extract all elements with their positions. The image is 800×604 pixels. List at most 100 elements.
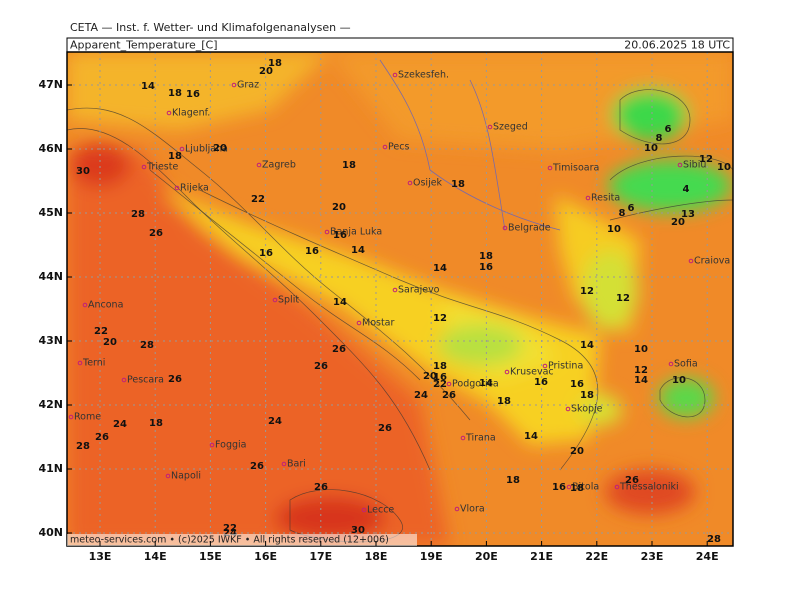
city-marker bbox=[272, 297, 278, 303]
city-name: Bitola bbox=[572, 482, 599, 493]
contour-label: 16 bbox=[305, 246, 319, 257]
city-marker bbox=[542, 363, 548, 369]
city-marker bbox=[392, 287, 398, 293]
city-marker bbox=[68, 414, 74, 420]
contour-label: 26 bbox=[314, 361, 328, 372]
lon-label: 17E bbox=[309, 550, 332, 563]
city-name: Terni bbox=[82, 358, 105, 369]
city-name: Ancona bbox=[88, 300, 123, 311]
city-name: Klagenf. bbox=[172, 108, 210, 119]
city-marker bbox=[361, 507, 367, 513]
city-marker bbox=[454, 506, 460, 512]
contour-label: 18 bbox=[268, 58, 282, 69]
lon-label: 13E bbox=[89, 550, 112, 563]
contour-label: 26 bbox=[250, 461, 264, 472]
lon-label: 20E bbox=[475, 550, 498, 563]
city-name: Napoli bbox=[171, 471, 201, 482]
contour-label: 14 bbox=[333, 297, 347, 308]
contour-label: 14 bbox=[351, 245, 365, 256]
contour-label: 18 bbox=[168, 88, 182, 99]
contour-label: 14 bbox=[141, 81, 155, 92]
lon-label: 18E bbox=[365, 550, 388, 563]
contour-label: 6 bbox=[628, 203, 635, 214]
contour-label: 18 bbox=[168, 151, 182, 162]
contour-label: 26 bbox=[168, 374, 182, 385]
lon-label: 23E bbox=[641, 550, 664, 563]
city-name: Trieste bbox=[146, 162, 178, 173]
city-marker bbox=[356, 320, 362, 326]
lon-label: 22E bbox=[585, 550, 608, 563]
city-marker bbox=[487, 124, 493, 130]
contour-label: 26 bbox=[95, 432, 109, 443]
contour-label: 18 bbox=[149, 418, 163, 429]
city-name: Skopje bbox=[571, 404, 603, 415]
contour-label: 24 bbox=[414, 390, 428, 401]
contour-label: 18 bbox=[580, 390, 594, 401]
contour-label: 26 bbox=[149, 228, 163, 239]
lat-label: 44N bbox=[38, 270, 63, 283]
city-name: Sibiu bbox=[683, 160, 706, 171]
contour-label: 24 bbox=[223, 528, 237, 539]
contour-label: 20 bbox=[259, 66, 273, 77]
contour-label: 14 bbox=[524, 431, 538, 442]
footer: meteo-services.com • (c)2025 IWKF • All … bbox=[70, 535, 389, 546]
city-name: Osijek bbox=[413, 178, 443, 189]
contour-label: 12 bbox=[433, 313, 447, 324]
contour-label: 22 bbox=[433, 379, 447, 390]
city-name: Mostar bbox=[362, 318, 395, 329]
contour-label: 10 bbox=[607, 224, 621, 235]
lon-label: 24E bbox=[696, 550, 719, 563]
city-marker bbox=[82, 302, 88, 308]
contour-label: 22 bbox=[94, 326, 108, 337]
contour-label: 12 bbox=[699, 154, 713, 165]
contour-label: 18 bbox=[479, 251, 493, 262]
lat-label: 43N bbox=[38, 334, 63, 347]
contour-label: 16 bbox=[433, 372, 447, 383]
contour-label: 20 bbox=[332, 202, 346, 213]
city-marker bbox=[688, 258, 694, 264]
contour-label: 16 bbox=[479, 262, 493, 273]
contour-label: 30 bbox=[76, 166, 90, 177]
city-marker bbox=[502, 225, 508, 231]
contour-label: 20 bbox=[213, 143, 227, 154]
city-name: Vlora bbox=[460, 504, 485, 515]
city-name: Bari bbox=[287, 459, 306, 470]
contour-label: 8 bbox=[656, 133, 663, 144]
city-marker bbox=[77, 360, 83, 366]
city-name: Pecs bbox=[388, 142, 409, 153]
city-marker bbox=[165, 473, 171, 479]
city-name: Krusevac bbox=[510, 367, 554, 378]
city-name: Sofia bbox=[674, 359, 698, 370]
city-marker bbox=[209, 442, 215, 448]
city-name: Lecce bbox=[367, 505, 394, 516]
city-marker bbox=[566, 484, 572, 490]
contour-label: 13 bbox=[681, 209, 695, 220]
contour-label: 30 bbox=[351, 525, 365, 536]
contour-label: 24 bbox=[113, 419, 127, 430]
river bbox=[379, 59, 561, 231]
city-marker bbox=[166, 110, 172, 116]
city-marker bbox=[281, 461, 287, 467]
footer-bg bbox=[67, 534, 417, 546]
contour-label: 20 bbox=[671, 217, 685, 228]
city-name: Szekesfeh. bbox=[398, 70, 449, 81]
field: Szekesfeh. Graz Klagenf. Ljubljana Zagreb Pec… bbox=[67, 52, 733, 546]
contour-label: 26 bbox=[378, 423, 392, 434]
contour-label: 22 bbox=[223, 523, 237, 534]
contour-label: 14 bbox=[433, 263, 447, 274]
contour-label: 14 bbox=[479, 378, 493, 389]
city-marker bbox=[382, 144, 388, 150]
city-name: Podgorica bbox=[452, 379, 499, 390]
city-marker bbox=[121, 377, 127, 383]
contour-label: 18 bbox=[342, 160, 356, 171]
contour-label: 10 bbox=[634, 344, 648, 355]
city-name: Ljubljana bbox=[185, 144, 228, 155]
isoline bbox=[609, 155, 733, 221]
city-marker bbox=[565, 406, 571, 412]
contour-label: 26 bbox=[314, 482, 328, 493]
city-marker bbox=[668, 361, 674, 367]
city-name: Pristina bbox=[548, 361, 583, 372]
city-name: Resita bbox=[591, 193, 620, 204]
contour-label: 24 bbox=[268, 416, 282, 427]
